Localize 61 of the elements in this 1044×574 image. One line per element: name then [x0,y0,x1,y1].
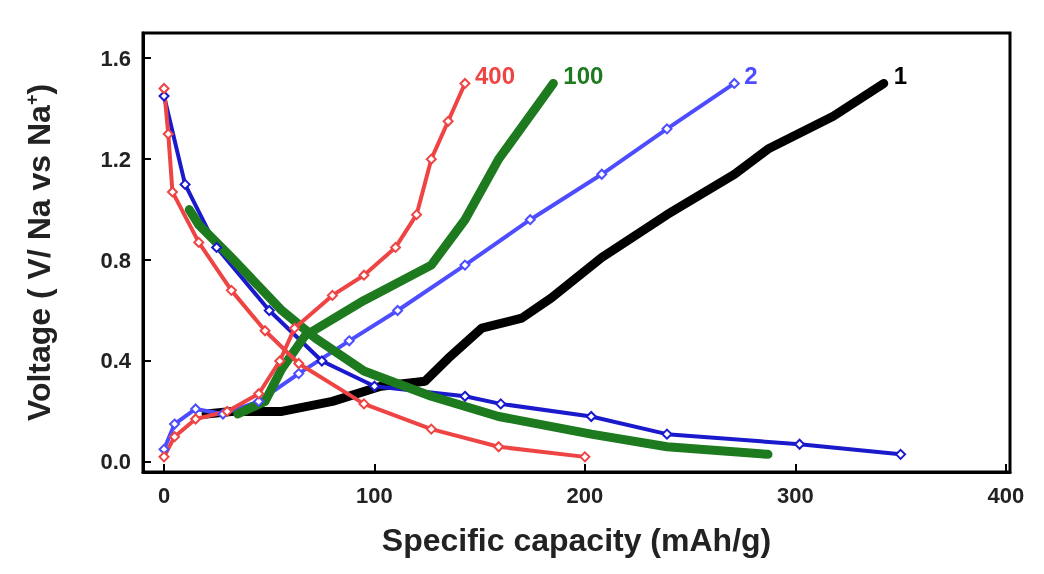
point [661,428,673,440]
series-label: 1 [893,61,908,89]
y-tick-label: 0.8 [100,247,131,273]
point [392,305,404,317]
point [358,269,370,281]
point [190,403,202,415]
x-tick-label: 200 [566,482,604,508]
point [259,325,271,337]
series-label: 400 [474,61,516,89]
point [225,284,237,296]
point [343,335,355,347]
point [193,236,205,248]
x-tick-label: 100 [356,482,393,508]
point [190,413,202,425]
point [895,448,907,460]
point [425,423,437,435]
point [211,241,223,253]
point [221,405,233,417]
series-label: 2 [744,61,758,89]
point [158,451,170,463]
point [411,209,423,221]
point [274,355,286,367]
point [293,368,305,380]
point [442,115,454,127]
point [158,83,170,95]
point [459,390,471,402]
point [169,418,181,430]
point [179,178,191,190]
point [596,168,608,180]
point [524,214,536,226]
y-tick-label: 1.6 [100,45,131,71]
point [585,410,597,422]
point [368,380,380,392]
point [166,186,178,198]
point [459,77,471,89]
y-tick-label: 0.0 [100,449,131,475]
series-label: 100 [563,61,604,89]
point [579,451,591,463]
point [358,398,370,410]
point [326,289,338,301]
x-tick-label: 400 [987,482,1025,508]
point [493,441,505,453]
y-tick-label: 0.4 [100,348,132,374]
point [289,322,301,334]
x-axis-title: Specific capacity (mAh/g) [381,522,772,558]
x-tick-label: 0 [157,482,171,508]
x-tick-label: 300 [776,482,814,508]
point [293,358,305,370]
point [459,259,471,271]
point [728,77,740,89]
point [253,388,265,400]
point [661,123,673,135]
y-tick-label: 1.2 [100,146,131,172]
point [169,431,181,443]
point [495,398,507,410]
y-axis-title: Voltage ( V/ Na vs Na+) [21,83,57,422]
point [316,355,328,367]
point [263,305,275,317]
point [390,241,402,253]
point [162,128,174,140]
point [425,153,437,165]
